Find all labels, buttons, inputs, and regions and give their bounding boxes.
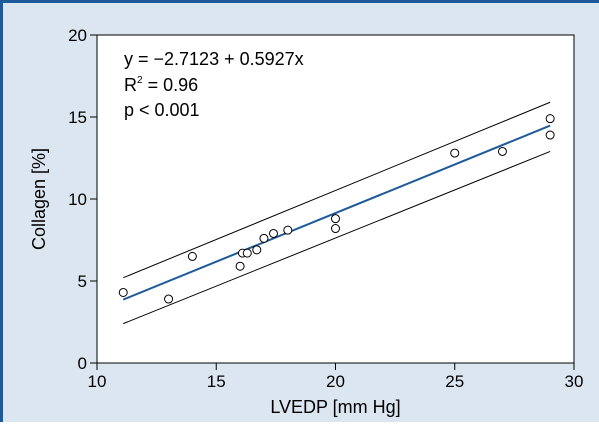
r-squared-value: = 0.96 bbox=[143, 75, 199, 95]
x-tick-label: 10 bbox=[88, 372, 107, 391]
data-point bbox=[259, 233, 269, 243]
x-tick-label: 15 bbox=[207, 372, 226, 391]
data-point bbox=[118, 287, 128, 297]
confidence-band bbox=[123, 101, 551, 325]
y-tick-label: 5 bbox=[78, 272, 87, 291]
scatter-chart: 10 15 20 25 30 0 5 10 15 20 LVEDP [mm Hg] Collage… bbox=[29, 26, 583, 417]
data-point bbox=[242, 248, 252, 258]
data-point bbox=[331, 224, 340, 234]
y-axis-title: Collagen [%] bbox=[29, 148, 49, 250]
axes: 10 15 20 25 30 0 5 10 15 20 bbox=[68, 26, 583, 391]
data-point bbox=[235, 261, 245, 271]
confidence-lower-line bbox=[123, 150, 551, 325]
regression-annotations: y = −2.7123 + 0.5927x R2 = 0.96 p < 0.00… bbox=[124, 49, 304, 120]
x-axis-title: LVEDP [mm Hg] bbox=[270, 397, 400, 417]
data-point bbox=[252, 245, 262, 255]
data-point bbox=[164, 294, 174, 304]
equation-text: y = −2.7123 + 0.5927x bbox=[124, 49, 304, 69]
plot-area bbox=[96, 34, 575, 364]
data-point bbox=[545, 130, 555, 140]
data-point bbox=[187, 251, 197, 261]
confidence-upper-line bbox=[123, 101, 551, 279]
x-tick-label: 20 bbox=[326, 372, 345, 391]
y-tick-label: 0 bbox=[78, 354, 87, 373]
y-tick-label: 20 bbox=[68, 26, 87, 45]
regression-line bbox=[122, 124, 551, 301]
x-tick-label: 30 bbox=[565, 372, 584, 391]
data-point bbox=[497, 146, 507, 156]
data-point bbox=[268, 228, 278, 238]
regression-line-group bbox=[122, 124, 551, 301]
data-point bbox=[331, 214, 340, 224]
x-tick-label: 25 bbox=[445, 372, 464, 391]
y-tick-label: 10 bbox=[68, 190, 87, 209]
data-point bbox=[283, 225, 293, 235]
r-squared-superscript: 2 bbox=[137, 75, 143, 86]
data-point bbox=[450, 148, 460, 158]
data-points bbox=[118, 114, 555, 304]
y-tick-label: 15 bbox=[68, 108, 87, 127]
data-point bbox=[545, 114, 555, 124]
r-squared-text: R2 = 0.96 bbox=[124, 75, 198, 95]
r-squared-label: R bbox=[124, 75, 137, 95]
p-value-text: p < 0.001 bbox=[124, 100, 200, 120]
